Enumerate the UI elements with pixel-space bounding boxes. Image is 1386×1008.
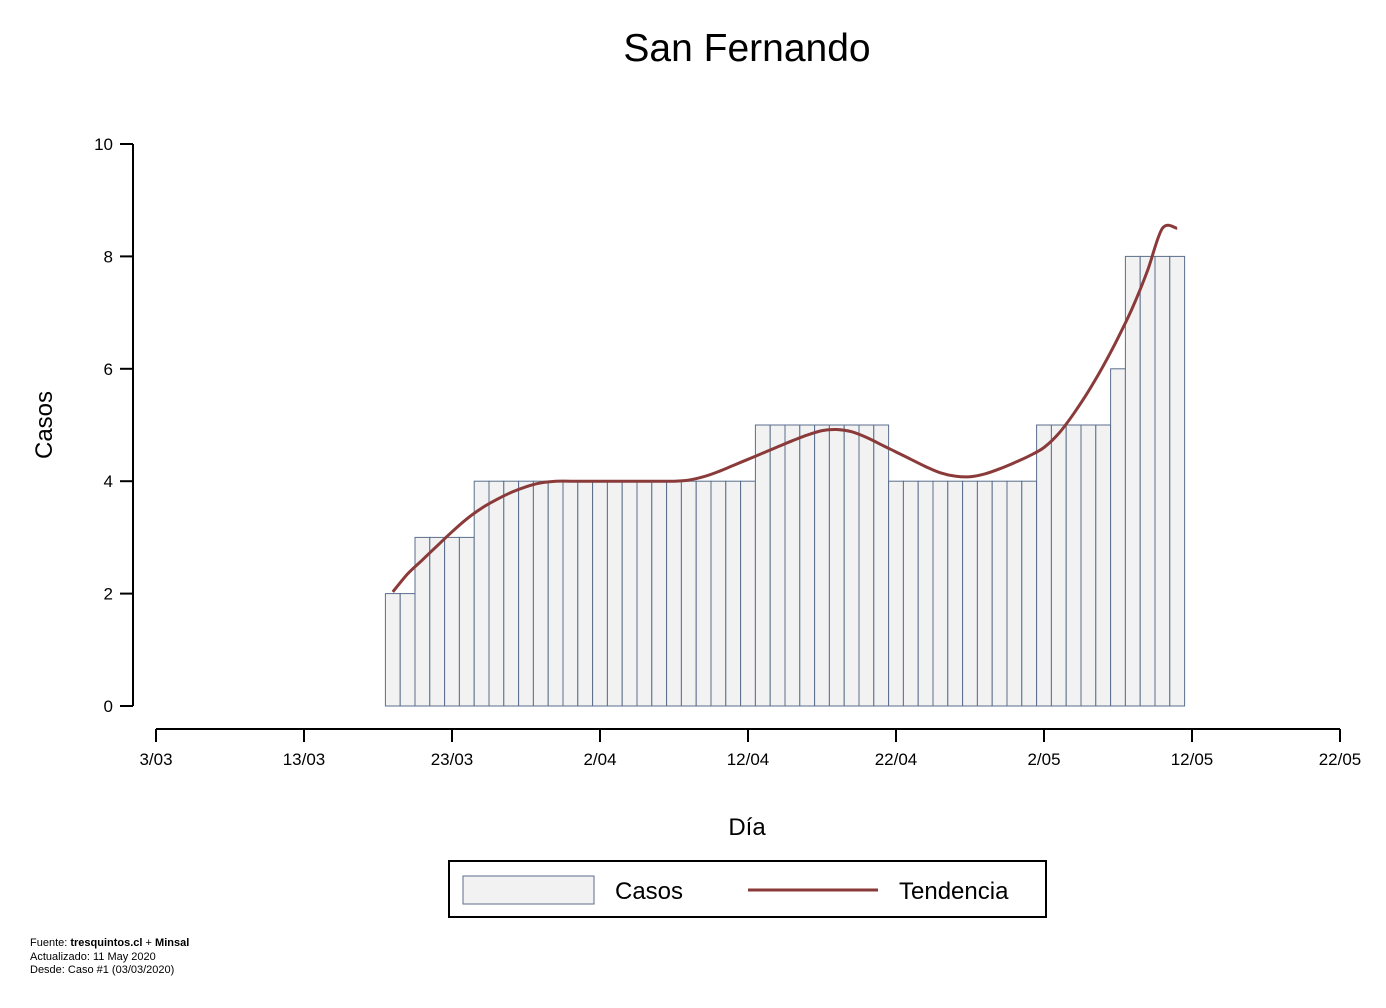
bar [636, 480, 653, 707]
trend-line [391, 223, 1178, 593]
y-tick-label: 2 [104, 585, 113, 604]
bar [1021, 480, 1038, 707]
bar [1080, 424, 1097, 707]
footer: Fuente: tresquintos.cl + Minsal Actualiz… [30, 937, 189, 978]
bar [962, 480, 978, 707]
footer-source-tresquintos: tresquintos.cl [70, 937, 143, 949]
bar [562, 480, 579, 707]
x-tick-label: 13/03 [283, 750, 326, 769]
bar [1036, 424, 1052, 707]
bar [947, 480, 964, 707]
y-tick-label: 6 [104, 360, 113, 379]
bar [606, 480, 623, 707]
bar [592, 480, 608, 707]
bar [488, 480, 505, 707]
line-series-tendencia [391, 223, 1178, 593]
y-axis: 0 2 4 6 8 10 [94, 135, 134, 716]
y-axis-label: Casos [31, 391, 58, 459]
bar [888, 480, 904, 707]
bar [1124, 255, 1141, 707]
bar [621, 480, 638, 707]
bar [1065, 424, 1082, 707]
legend-label-casos: Casos [615, 878, 683, 905]
bar [666, 480, 682, 707]
bar [799, 424, 816, 707]
x-tick-label: 22/04 [875, 750, 918, 769]
y-tick-label: 4 [104, 472, 113, 491]
x-axis-label: Día [728, 814, 766, 841]
bar [769, 424, 786, 707]
bar [784, 424, 801, 707]
footer-source-label: Fuente: [30, 937, 71, 949]
legend: Casos Tendencia [448, 860, 1047, 918]
bar [991, 480, 1008, 707]
legend-label-tendencia: Tendencia [899, 878, 1009, 905]
bar [473, 480, 490, 707]
bar [547, 480, 564, 707]
bar [518, 480, 534, 707]
x-tick-label: 23/03 [431, 750, 474, 769]
bar [651, 480, 668, 707]
bar [532, 480, 549, 707]
bar [1139, 255, 1156, 707]
bar [725, 480, 742, 707]
y-tick-label: 8 [104, 247, 113, 266]
x-tick-label: 22/05 [1319, 750, 1362, 769]
bar [577, 480, 594, 707]
bar [902, 480, 919, 707]
x-axis: 3/03 13/03 23/03 2/04 12/04 22/04 2/05 12/05 22/… [139, 728, 1362, 769]
bar [458, 536, 475, 707]
bar [740, 480, 756, 707]
bar [695, 480, 712, 707]
bar [1169, 255, 1186, 707]
x-tick-label: 12/05 [1171, 750, 1214, 769]
bar [1050, 424, 1067, 707]
bar [828, 424, 845, 707]
footer-source-minsal: Minsal [155, 937, 190, 949]
bar [429, 536, 446, 707]
y-tick-label: 0 [104, 697, 113, 716]
x-tick-label: 12/04 [727, 750, 770, 769]
bar-series-casos [384, 255, 1186, 707]
x-tick-label: 3/03 [139, 750, 172, 769]
footer-source: Fuente: tresquintos.cl + Minsal [30, 937, 189, 951]
y-tick-label: 10 [94, 135, 113, 154]
bar [1154, 255, 1171, 707]
bar [754, 424, 771, 707]
bar [932, 480, 949, 707]
bar [858, 424, 875, 707]
bar [814, 424, 830, 707]
bar [444, 536, 460, 707]
bar [399, 593, 416, 707]
bar [1110, 368, 1126, 707]
bar [384, 593, 401, 707]
x-tick-label: 2/04 [583, 750, 616, 769]
bar [710, 480, 727, 707]
footer-source-sep: + [142, 937, 156, 949]
footer-updated: Actualizado: 11 May 2020 [30, 950, 156, 963]
footer-since: Desde: Caso #1 (03/03/2020) [30, 964, 175, 976]
bar [917, 480, 934, 707]
bar [843, 424, 860, 707]
bar [976, 480, 993, 707]
bar [1006, 480, 1023, 707]
legend-swatch-casos [462, 875, 595, 905]
bar [680, 480, 697, 707]
bar [873, 424, 890, 707]
chart-title: San Fernando [623, 27, 870, 70]
bar [503, 480, 520, 707]
bar [1095, 424, 1112, 707]
x-tick-label: 2/05 [1027, 750, 1060, 769]
